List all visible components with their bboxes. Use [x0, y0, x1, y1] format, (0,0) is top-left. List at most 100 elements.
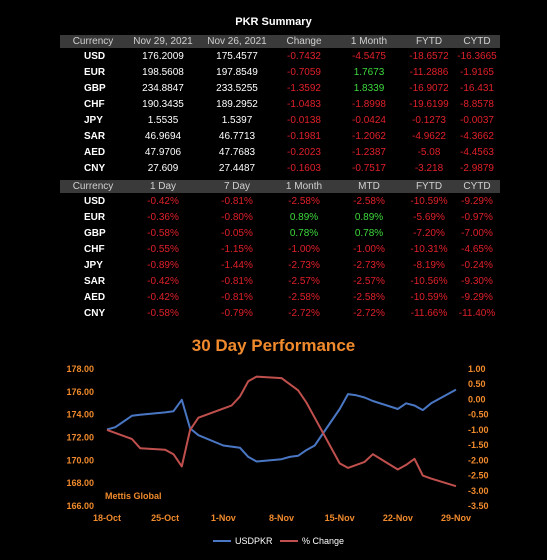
currency-code: CNY	[84, 308, 106, 320]
table-row: EUR 198.5608 197.8549 -0.7059 1.7673 -11.2886…	[60, 64, 500, 80]
table-row: AED 47.9706 47.7683 -0.2023 -1.2387 -5.08 -4.4…	[60, 145, 500, 161]
table-cell: -0.1603	[287, 163, 321, 175]
table-cell: -0.2023	[287, 147, 321, 159]
currency-code: USD	[84, 50, 106, 62]
table-cell: -11.2886	[409, 66, 449, 78]
column-header: 1 Month	[274, 180, 334, 193]
table-cell: -0.7059	[287, 66, 321, 78]
table-row: EUR -0.36% -0.80% 0.89% 0.89% -5.69% -0.97%	[60, 209, 500, 225]
returns-table: Currency 1 Day 7 Day 1 Month MTD FYTD CYTD USD…	[60, 180, 500, 322]
table-cell: 234.8847	[142, 82, 184, 94]
table-cell: -1.9165	[460, 66, 494, 78]
column-header: Currency	[60, 35, 126, 48]
column-header: Nov 29, 2021	[126, 35, 200, 48]
y-left-tick-label: 170.00	[66, 455, 94, 465]
column-header: MTD	[334, 180, 404, 193]
y-left-tick-label: 172.00	[66, 433, 94, 443]
y-left-tick-label: 174.00	[66, 410, 94, 420]
x-tick-label: 15-Nov	[325, 513, 355, 523]
table-cell: -16.9072	[409, 82, 449, 94]
legend-label: USDPKR	[235, 536, 273, 546]
x-tick-label: 1-Nov	[211, 513, 236, 523]
table-cell: -1.3592	[287, 82, 321, 94]
table-row: SAR 46.9694 46.7713 -0.1981 -1.2062 -4.9622 -4…	[60, 128, 500, 144]
table-cell: 190.3435	[142, 98, 184, 110]
column-header: Nov 26, 2021	[200, 35, 274, 48]
table-row: CHF 190.3435 189.2952 -1.0483 -1.8998 -19.619…	[60, 96, 500, 112]
table-cell: -5.69%	[413, 211, 445, 223]
table-cell: 1.5397	[221, 114, 253, 126]
table-cell: -0.1981	[287, 131, 321, 143]
column-header: 1 Month	[334, 35, 404, 48]
table-cell: -1.2062	[352, 131, 386, 143]
table-cell: -0.79%	[221, 308, 253, 320]
table-cell: -0.36%	[147, 211, 179, 223]
table-cell: -0.58%	[147, 227, 179, 239]
table-row: AED -0.42% -0.81% -2.58% -2.58% -10.59% -9.29%	[60, 290, 500, 306]
column-header: CYTD	[454, 35, 500, 48]
table-cell: -2.72%	[353, 308, 385, 320]
y-right-tick-label: 1.00	[468, 364, 486, 374]
table-row: JPY 1.5535 1.5397 -0.0138 -0.0424 -0.1273 -0.0…	[60, 112, 500, 128]
y-right-tick-label: -3.50	[468, 501, 489, 511]
table-cell: -0.7517	[352, 163, 386, 175]
table-cell: -19.6199	[409, 98, 449, 110]
table-cell: 46.9694	[144, 131, 182, 143]
x-tick-label: 22-Nov	[383, 513, 413, 523]
table-cell: -0.1273	[412, 114, 446, 126]
table-cell: 47.7683	[218, 147, 256, 159]
y-right-tick-label: -1.00	[468, 425, 489, 435]
table-cell: -2.57%	[353, 276, 385, 288]
table-cell: -0.81%	[221, 276, 253, 288]
table-cell: -16.431	[460, 82, 494, 94]
currency-code: GBP	[84, 82, 106, 94]
table-cell: 0.89%	[289, 211, 319, 223]
table-cell: -0.97%	[461, 211, 493, 223]
percent-change-line	[106, 375, 457, 488]
table-cell: -16.3665	[457, 50, 497, 62]
table-row: GBP 234.8847 233.5255 -1.3592 1.8339 -16.9072…	[60, 80, 500, 96]
table-cell: -1.00%	[353, 243, 385, 255]
column-header: Change	[274, 35, 334, 48]
column-header: Currency	[60, 180, 126, 193]
table-cell: -0.80%	[221, 211, 253, 223]
table-cell: -2.73%	[288, 259, 320, 271]
table-cell: -2.58%	[288, 195, 320, 207]
column-header: CYTD	[454, 180, 500, 193]
table-cell: -0.42%	[147, 195, 179, 207]
table-cell: -0.7432	[287, 50, 321, 62]
table-cell: -0.42%	[147, 292, 179, 304]
y-right-tick-label: 0.50	[468, 379, 486, 389]
y-left-tick-label: 166.00	[66, 501, 94, 511]
table-cell: -10.59%	[410, 195, 448, 207]
table-cell: -9.29%	[461, 195, 493, 207]
y-right-tick-label: 0.00	[468, 394, 486, 404]
table-cell: 0.78%	[289, 227, 319, 239]
currency-code: CHF	[84, 98, 105, 110]
y-right-tick-label: -2.00	[468, 455, 489, 465]
currency-code: EUR	[84, 66, 106, 78]
table-row: SAR -0.42% -0.81% -2.57% -2.57% -10.56% -9.30%	[60, 273, 500, 289]
currency-code: AED	[84, 147, 106, 159]
table-cell: -1.8998	[352, 98, 386, 110]
table-cell: 176.2009	[142, 50, 184, 62]
table-cell: -10.59%	[410, 292, 448, 304]
performance-chart: 166.00 168.00 170.00 172.00 174.00 176.00 178.…	[66, 364, 489, 546]
table-cell: 47.9706	[144, 147, 182, 159]
table-cell: -2.58%	[288, 292, 320, 304]
y-left-tick-label: 176.00	[66, 387, 94, 397]
table-cell: -1.2387	[352, 147, 386, 159]
table-row: CNY -0.58% -0.79% -2.72% -2.72% -11.66% -11.40…	[60, 306, 500, 322]
table-cell: 27.4487	[218, 163, 256, 175]
table-cell: -0.24%	[461, 259, 493, 271]
table-cell: -0.0037	[460, 114, 494, 126]
table-cell: -7.20%	[413, 227, 445, 239]
column-header: 1 Day	[126, 180, 200, 193]
table-cell: -10.56%	[410, 276, 448, 288]
table-row: USD 176.2009 175.4577 -0.7432 -4.5475 -18.657…	[60, 48, 500, 64]
table-cell: -4.4563	[460, 147, 494, 159]
table-cell: 0.89%	[354, 211, 384, 223]
table-cell: -10.31%	[410, 243, 448, 255]
currency-code: JPY	[84, 114, 103, 126]
rates-table-header: Currency Nov 29, 2021 Nov 26, 2021 Change 1 …	[60, 35, 500, 48]
